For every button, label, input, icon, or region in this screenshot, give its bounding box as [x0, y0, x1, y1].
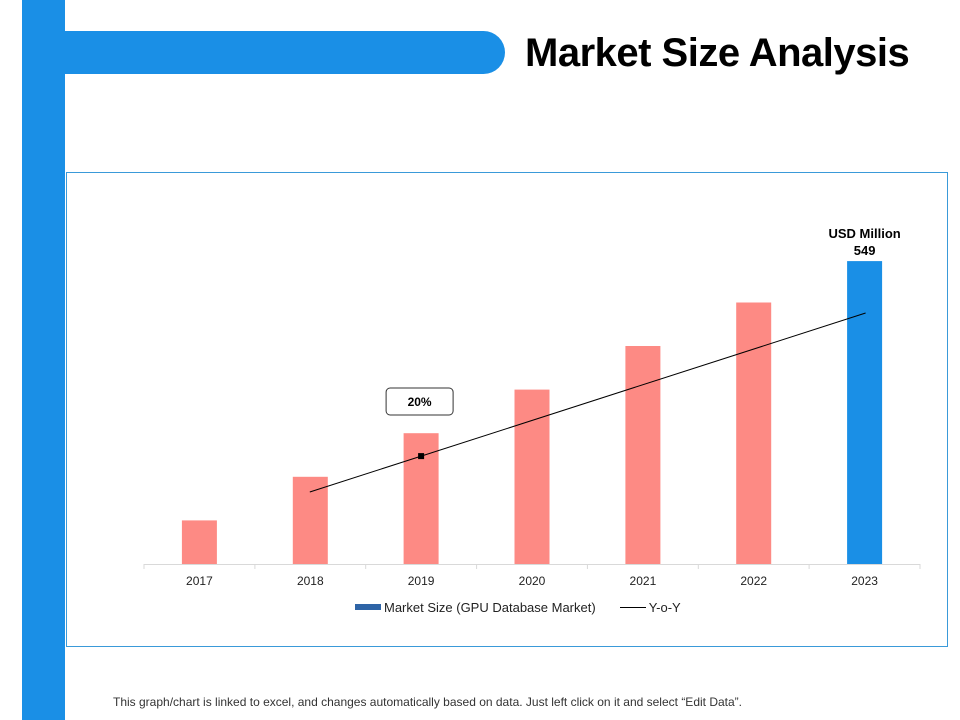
legend-label-yoy: Y-o-Y	[648, 599, 681, 615]
bar-2020[interactable]	[514, 389, 550, 564]
yoy-line[interactable]	[309, 312, 866, 493]
x-tick-label-2023: 2023	[851, 574, 878, 588]
callout-label: 20%	[408, 395, 432, 409]
legend-item-yoy: Y-o-Y	[596, 600, 681, 615]
annotations: 20% USD Million 549	[385, 226, 901, 416]
bar-2019[interactable]	[403, 433, 439, 564]
yoy-line-layer	[309, 312, 866, 493]
bar-2021[interactable]	[625, 346, 661, 564]
x-tick-label-2020: 2020	[519, 574, 546, 588]
chart-frame[interactable]	[66, 172, 948, 647]
slide-title: Market Size Analysis	[525, 31, 910, 75]
callout-box	[385, 387, 454, 416]
legend-item-market-size: Market Size (GPU Database Market)	[355, 600, 596, 615]
chart-legend: Market Size (GPU Database Market) Y-o-Y	[355, 598, 681, 616]
legend-label-market-size: Market Size (GPU Database Market)	[384, 599, 596, 615]
legend-bar-swatch	[355, 604, 381, 610]
highlight-unit-label: USD Million	[828, 226, 900, 241]
bar-2017[interactable]	[181, 520, 217, 564]
legend-line-swatch	[619, 606, 646, 608]
x-tick-label-2018: 2018	[297, 574, 324, 588]
x-tick-label-2019: 2019	[408, 574, 435, 588]
bar-2022[interactable]	[736, 302, 772, 565]
title-accent-pill	[22, 31, 505, 74]
yoy-marker-2019[interactable]	[418, 453, 425, 460]
x-tick-label-2021: 2021	[630, 574, 657, 588]
footnote: This graph/chart is linked to excel, and…	[113, 695, 742, 709]
bar-2018[interactable]	[292, 476, 328, 564]
bar-2023[interactable]	[847, 261, 883, 564]
left-accent-bar	[22, 0, 65, 720]
highlight-value-label: 549	[854, 243, 876, 258]
x-axis	[143, 564, 921, 569]
x-tick-label-2022: 2022	[740, 574, 767, 588]
x-tick-labels: 2017 2018 2019 2020 2021 2022 2023	[186, 574, 878, 588]
x-tick-label-2017: 2017	[186, 574, 213, 588]
bars-layer	[181, 261, 883, 565]
